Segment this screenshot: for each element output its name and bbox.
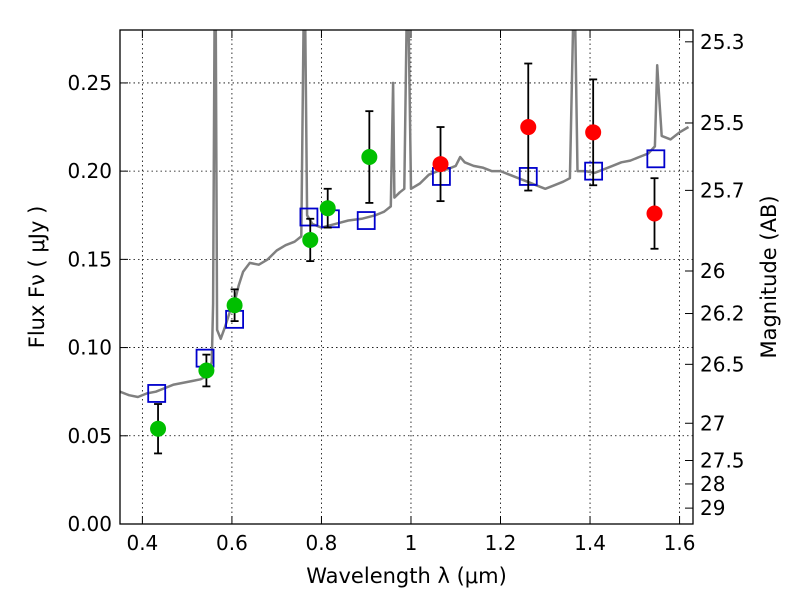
y-tick-label: 0.15 (67, 247, 112, 271)
x-tick-label: 0.6 (216, 531, 248, 555)
axis-ticks: 0.4 0.6 0.8 1 1.2 1.4 1.6 0.00 0.05 0.10 0.15 0.20 0… (67, 30, 744, 555)
y2-tick-label: 27 (700, 411, 725, 435)
y-tick-label: 0.20 (67, 159, 112, 183)
optical-flux-point (319, 200, 336, 217)
x-tick-label: 1.4 (574, 531, 606, 555)
optical-flux-point (361, 149, 378, 166)
plot-frame (119, 29, 694, 525)
optical-flux-point (302, 231, 319, 248)
model-flux-square (646, 149, 666, 169)
optical-flux-point (198, 362, 215, 379)
y2-tick-label: 26.2 (700, 302, 745, 326)
model-flux-square (299, 207, 319, 227)
y-tick-label: 0.00 (67, 512, 112, 536)
x-axis-label: Wavelength λ (μm) (306, 564, 507, 588)
y-tick-label: 0.25 (67, 71, 112, 95)
y2-tick-label: 25.3 (700, 30, 745, 54)
y2-tick-label: 26 (700, 259, 725, 283)
y2-tick-label: 25.7 (700, 178, 745, 202)
nir-flux-point (432, 156, 449, 173)
y-axis-label: Flux Fν ( μJy ) (25, 206, 49, 349)
x-tick-label: 1.2 (485, 531, 517, 555)
x-tick-label: 0.4 (126, 531, 158, 555)
y2-tick-label: 28 (700, 472, 725, 496)
nir-flux-point (520, 119, 537, 136)
y-tick-label: 0.05 (67, 424, 112, 448)
y2-axis-label: Magnitude (AB) (757, 195, 781, 358)
y2-tick-label: 26.5 (700, 352, 745, 376)
y2-tick-label: 29 (700, 496, 725, 520)
x-tick-label: 1 (405, 531, 418, 555)
plot-area (120, 30, 690, 455)
model-flux-square (147, 384, 167, 403)
optical-flux-point (226, 297, 243, 314)
model-flux-square (356, 211, 376, 230)
y2-tick-label: 27.5 (700, 448, 745, 472)
template-spectrum-line (120, 30, 690, 399)
y2-tick-label: 25.5 (700, 111, 745, 135)
y-tick-label: 0.10 (67, 336, 112, 360)
nir-flux-point (646, 205, 663, 222)
x-tick-label: 0.8 (306, 531, 338, 555)
x-tick-label: 1.6 (664, 531, 696, 555)
optical-flux-point (150, 420, 167, 437)
nir-flux-point (585, 124, 602, 141)
